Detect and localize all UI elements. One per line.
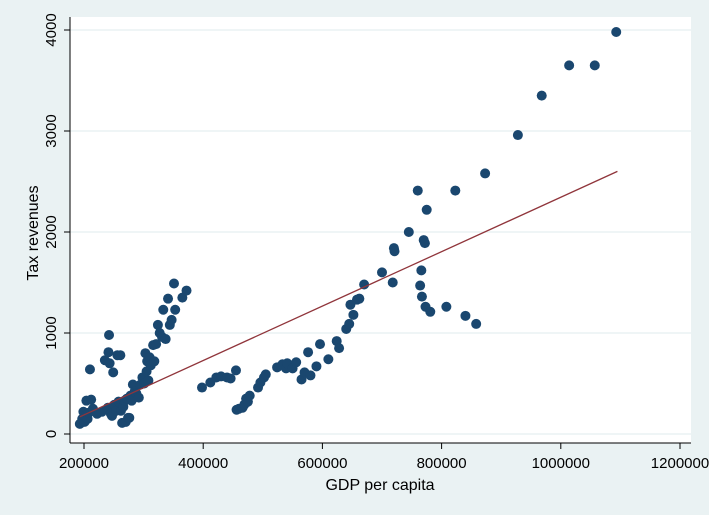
data-point-51: [151, 339, 162, 350]
y-tick-label-2: 2000: [43, 215, 60, 248]
data-point-15: [103, 347, 114, 358]
data-point-102: [354, 293, 365, 304]
data-point-94: [323, 354, 334, 365]
data-point-124: [536, 90, 547, 101]
data-point-116: [421, 204, 432, 215]
data-point-52: [152, 319, 163, 330]
data-point-118: [441, 301, 452, 312]
data-point-109: [412, 185, 423, 196]
x-tick-label-0: 200000: [59, 455, 109, 472]
data-point-8: [84, 364, 95, 375]
data-point-70: [230, 365, 241, 376]
data-point-126: [589, 60, 600, 71]
data-point-111: [416, 265, 427, 276]
data-point-57: [163, 293, 174, 304]
data-point-39: [133, 392, 144, 403]
x-tick-label-5: 1200000: [651, 455, 709, 472]
data-point-46: [143, 375, 154, 386]
data-point-33: [124, 412, 135, 423]
x-tick-label-4: 1000000: [532, 455, 590, 472]
data-point-100: [348, 309, 359, 320]
data-point-90: [303, 347, 314, 358]
data-point-125: [564, 60, 575, 71]
data-point-127: [611, 27, 622, 38]
data-point-122: [480, 168, 491, 179]
x-tick-label-3: 800000: [417, 455, 467, 472]
data-point-104: [377, 267, 387, 278]
data-point-50: [149, 356, 160, 367]
data-point-110: [415, 280, 426, 291]
x-axis-title: GDP per capita: [325, 477, 434, 494]
data-point-121: [471, 318, 482, 329]
data-point-63: [181, 285, 192, 296]
data-point-81: [260, 369, 271, 380]
data-point-92: [311, 361, 322, 372]
x-axis-ticks: 200000 400000 600000 800000 1000000 1200000: [59, 443, 709, 472]
fitted-line: [79, 170, 618, 418]
gridlines: [70, 29, 691, 435]
data-point-91: [305, 370, 316, 381]
data-point-25: [115, 350, 126, 361]
plot-area: [70, 17, 691, 443]
y-tick-label-3: 3000: [43, 114, 60, 147]
data-point-96: [334, 343, 345, 354]
data-point-123: [512, 130, 523, 141]
data-point-61: [170, 304, 181, 315]
y-tick-label-1: 1000: [43, 316, 60, 349]
data-point-105: [387, 277, 398, 288]
x-tick-label-1: 400000: [178, 455, 228, 472]
data-point-59: [166, 314, 177, 325]
data-point-20: [108, 367, 119, 378]
x-tick-label-2: 600000: [297, 455, 347, 472]
data-point-69: [225, 373, 236, 384]
data-point-87: [291, 357, 302, 368]
data-point-117: [425, 306, 436, 317]
data-point-55: [158, 304, 169, 315]
data-point-114: [419, 238, 430, 249]
y-axis-title: Tax revenues: [25, 185, 42, 280]
y-tick-label-0: 0: [43, 430, 60, 438]
y-tick-label-4: 4000: [43, 13, 60, 46]
data-point-119: [450, 185, 461, 196]
data-point-103: [359, 279, 370, 290]
data-point-98: [344, 318, 355, 329]
data-points: [74, 27, 622, 429]
data-point-60: [168, 278, 179, 289]
data-point-77: [244, 390, 255, 401]
data-point-120: [460, 310, 471, 321]
data-point-16: [104, 330, 115, 341]
data-point-108: [403, 227, 414, 237]
data-point-56: [160, 334, 171, 345]
data-point-17: [104, 358, 115, 369]
data-point-93: [315, 339, 326, 350]
data-point-107: [389, 246, 400, 257]
data-point-64: [197, 382, 208, 393]
y-axis-ticks: 0 1000 2000 3000 4000: [43, 13, 70, 438]
data-point-9: [86, 394, 97, 405]
data-point-112: [416, 291, 427, 302]
